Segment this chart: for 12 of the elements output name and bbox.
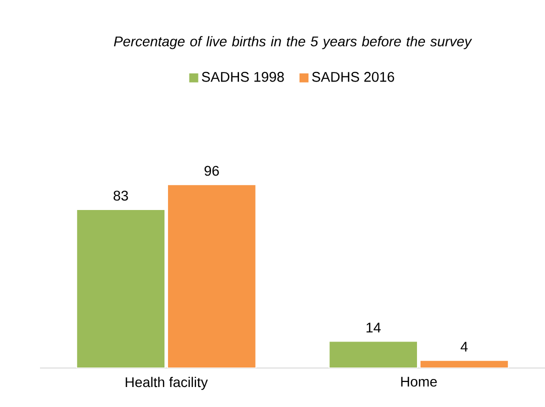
x-tick-label: Health facility (126, 376, 208, 390)
chart-title: Percentage of live births in the 5 years before the survey (114, 36, 472, 50)
data-label: 96 (204, 166, 219, 176)
bar (167, 184, 256, 368)
bar (76, 208, 166, 368)
legend-label: SADHS 1998 (202, 72, 284, 82)
legend-label: SADHS 2016 (312, 72, 394, 82)
data-label: 83 (114, 190, 128, 201)
bar (328, 340, 418, 368)
x-tick-label: Home (401, 376, 437, 387)
data-label: 14 (366, 322, 381, 332)
data-label: 4 (460, 342, 468, 352)
